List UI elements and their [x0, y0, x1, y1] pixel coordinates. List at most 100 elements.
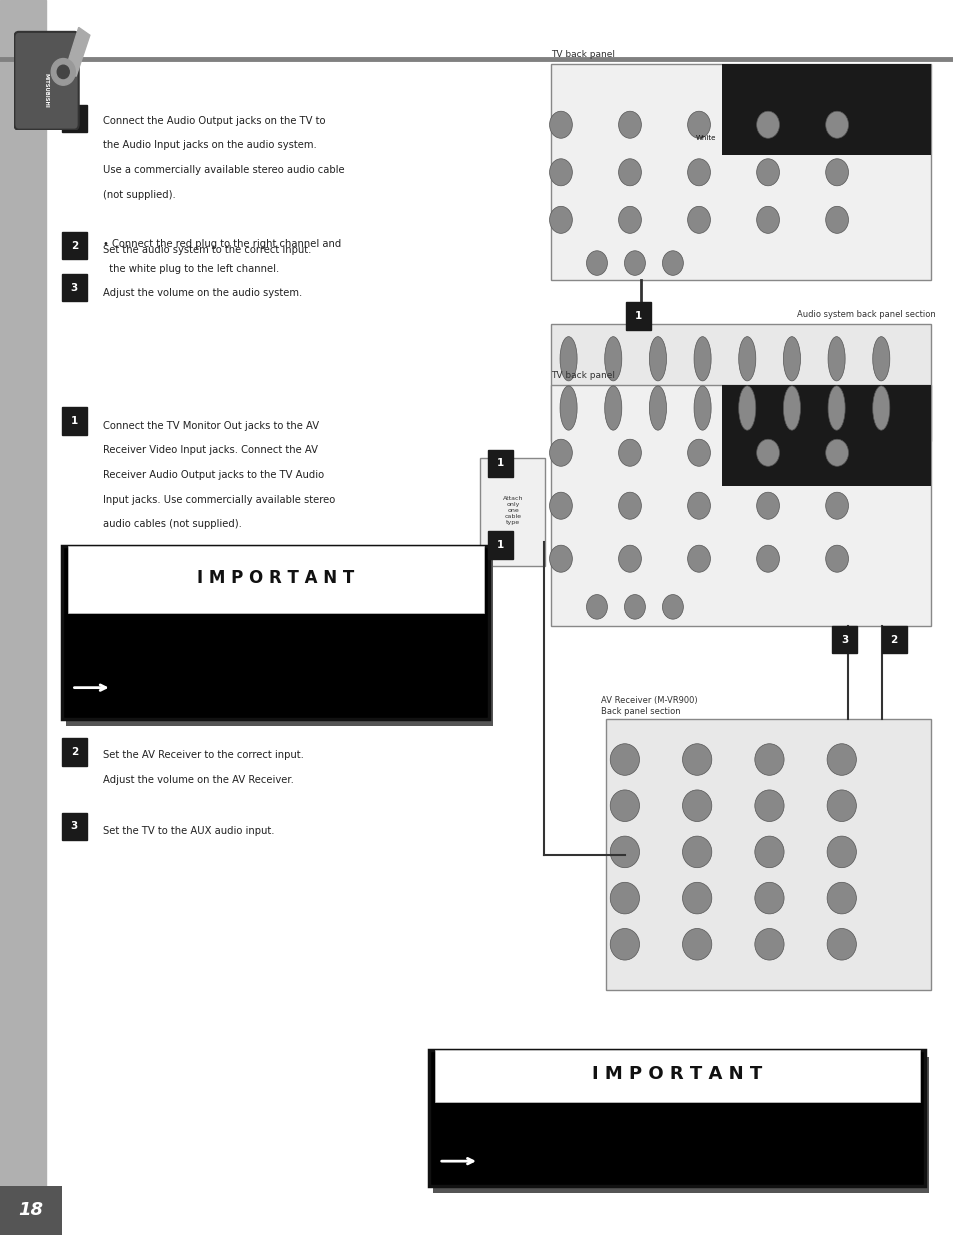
Text: Receiver Audio Output jacks to the TV Audio: Receiver Audio Output jacks to the TV Au… — [103, 471, 324, 480]
Text: White: White — [695, 135, 716, 141]
Text: 3: 3 — [71, 283, 78, 293]
Ellipse shape — [826, 836, 856, 868]
Ellipse shape — [827, 337, 844, 380]
Text: • Connect the red plug to the right channel and: • Connect the red plug to the right chan… — [103, 240, 341, 249]
Ellipse shape — [825, 206, 847, 233]
Bar — [435, 1050, 919, 1102]
Ellipse shape — [754, 882, 783, 914]
Bar — [721, 64, 930, 156]
Ellipse shape — [825, 159, 847, 185]
Text: Adjust the volume on the audio system.: Adjust the volume on the audio system. — [103, 289, 302, 299]
Text: 2: 2 — [889, 635, 897, 645]
Ellipse shape — [782, 385, 800, 430]
Ellipse shape — [756, 206, 779, 233]
Bar — [0, 1186, 62, 1235]
Ellipse shape — [687, 440, 710, 467]
Ellipse shape — [825, 111, 847, 138]
Ellipse shape — [649, 385, 666, 430]
Ellipse shape — [618, 111, 640, 138]
Ellipse shape — [549, 206, 572, 233]
Bar — [68, 546, 483, 613]
Ellipse shape — [756, 493, 779, 519]
Ellipse shape — [738, 337, 755, 380]
Text: Set the audio system to the correct input.: Set the audio system to the correct inpu… — [103, 246, 311, 256]
Ellipse shape — [687, 493, 710, 519]
Text: the white plug to the left channel.: the white plug to the left channel. — [103, 594, 279, 604]
Bar — [551, 64, 930, 280]
Text: Set the TV to the AUX audio input.: Set the TV to the AUX audio input. — [103, 826, 274, 836]
Ellipse shape — [687, 206, 710, 233]
Ellipse shape — [549, 111, 572, 138]
Bar — [62, 546, 489, 719]
Ellipse shape — [754, 743, 783, 776]
Ellipse shape — [618, 493, 640, 519]
Bar — [488, 531, 513, 558]
Text: 18: 18 — [18, 1202, 44, 1219]
Ellipse shape — [610, 790, 639, 821]
Bar — [625, 303, 650, 330]
Ellipse shape — [826, 743, 856, 776]
Text: 1: 1 — [71, 114, 78, 124]
Ellipse shape — [604, 337, 621, 380]
Ellipse shape — [825, 440, 847, 467]
Ellipse shape — [782, 337, 800, 380]
Ellipse shape — [754, 836, 783, 868]
Text: the white plug to the left channel.: the white plug to the left channel. — [103, 264, 279, 274]
Text: (not supplied).: (not supplied). — [103, 190, 175, 200]
Polygon shape — [66, 27, 90, 77]
Ellipse shape — [754, 929, 783, 960]
Bar — [62, 105, 87, 132]
Bar — [605, 719, 930, 990]
FancyBboxPatch shape — [14, 32, 78, 130]
Ellipse shape — [57, 65, 70, 79]
Ellipse shape — [559, 337, 577, 380]
Text: Use a commercially available stereo audio cable: Use a commercially available stereo audi… — [103, 165, 344, 175]
Ellipse shape — [826, 790, 856, 821]
FancyBboxPatch shape — [433, 1057, 928, 1193]
Ellipse shape — [756, 111, 779, 138]
Ellipse shape — [618, 159, 640, 185]
Text: 1: 1 — [71, 416, 78, 426]
Ellipse shape — [624, 251, 645, 275]
Ellipse shape — [51, 58, 75, 85]
Ellipse shape — [681, 882, 711, 914]
Text: 1: 1 — [634, 311, 641, 321]
Ellipse shape — [618, 440, 640, 467]
Ellipse shape — [618, 206, 640, 233]
Bar — [881, 626, 905, 653]
Text: I M P O R T A N T: I M P O R T A N T — [592, 1066, 761, 1083]
Text: 2: 2 — [71, 747, 78, 757]
Ellipse shape — [586, 594, 607, 619]
Ellipse shape — [661, 251, 682, 275]
Ellipse shape — [618, 545, 640, 572]
Bar — [551, 324, 930, 441]
Ellipse shape — [624, 594, 645, 619]
Ellipse shape — [549, 493, 572, 519]
Bar — [488, 450, 513, 477]
Text: • Connect the red plug to the right channel and: • Connect the red plug to the right chan… — [103, 569, 341, 579]
Bar — [62, 739, 87, 766]
Ellipse shape — [610, 743, 639, 776]
Ellipse shape — [687, 545, 710, 572]
Ellipse shape — [694, 337, 710, 380]
Bar — [0, 0, 46, 1235]
Text: Audio system back panel section: Audio system back panel section — [797, 310, 935, 320]
Text: MITSUBISHI: MITSUBISHI — [44, 73, 49, 109]
Text: 3: 3 — [71, 821, 78, 831]
Text: audio cables (not supplied).: audio cables (not supplied). — [103, 520, 242, 530]
Ellipse shape — [687, 159, 710, 185]
Bar — [832, 626, 857, 653]
Bar — [62, 408, 87, 435]
Text: TV back panel: TV back panel — [551, 49, 615, 59]
Bar — [62, 232, 87, 259]
Ellipse shape — [687, 111, 710, 138]
Ellipse shape — [825, 545, 847, 572]
Ellipse shape — [610, 836, 639, 868]
Ellipse shape — [604, 385, 621, 430]
Ellipse shape — [738, 385, 755, 430]
Ellipse shape — [827, 385, 844, 430]
FancyBboxPatch shape — [66, 553, 493, 726]
Ellipse shape — [872, 385, 889, 430]
Ellipse shape — [549, 440, 572, 467]
Ellipse shape — [826, 882, 856, 914]
